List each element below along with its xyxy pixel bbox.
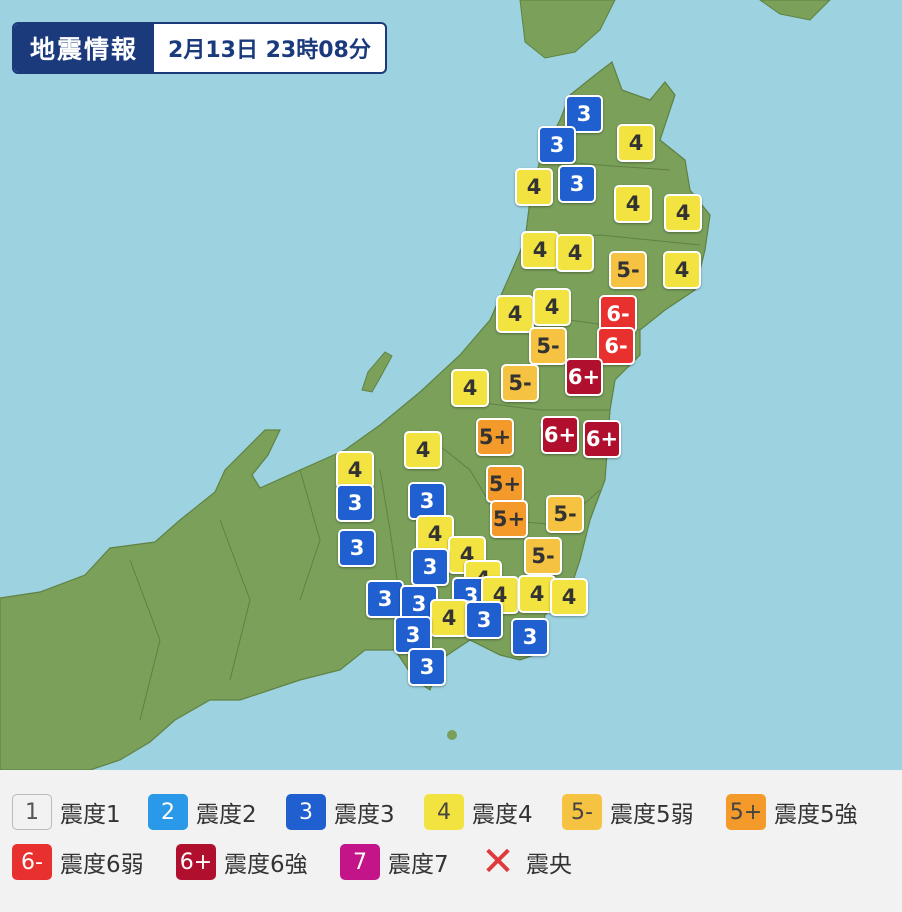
legend-item: 4 震度4 [424, 794, 533, 830]
intensity-marker[interactable]: 3 [558, 165, 596, 203]
hokkaido-east-land [759, 0, 831, 21]
intensity-marker[interactable]: 3 [538, 126, 576, 164]
intensity-1-swatch: 1 [12, 794, 52, 830]
intensity-marker[interactable]: 5- [546, 495, 584, 533]
border-line [299, 469, 321, 601]
legend-label: 震度6弱 [60, 852, 144, 878]
intensity-marker[interactable]: 4 [404, 431, 442, 469]
border-line [379, 469, 401, 601]
intensity-marker[interactable]: 4 [430, 599, 468, 637]
legend-item: 2 震度2 [148, 794, 257, 830]
intensity-4-swatch: 4 [424, 794, 464, 830]
legend-label: 震度6強 [224, 852, 308, 878]
intensity-marker[interactable]: 3 [336, 484, 374, 522]
intensity-5-upper-swatch: 5+ [726, 794, 766, 830]
intensity-marker[interactable]: 3 [408, 648, 446, 686]
legend-item: 5- 震度5弱 [562, 794, 694, 830]
izu-island [447, 730, 457, 740]
legend-label: 震度5弱 [610, 802, 694, 828]
intensity-map[interactable]: 地震情報 2月13日 23時08分 3 3 4 4 3 4 4 4 4 5- 4… [0, 0, 902, 770]
intensity-marker[interactable]: 4 [550, 578, 588, 616]
intensity-5-lower-swatch: 5- [562, 794, 602, 830]
legend-item: 6+ 震度6強 [176, 844, 308, 880]
border-line [129, 559, 161, 721]
intensity-marker[interactable]: 3 [338, 529, 376, 567]
intensity-marker[interactable]: 6+ [583, 420, 621, 458]
legend-label: 震度4 [472, 802, 533, 828]
intensity-6-upper-swatch: 6+ [176, 844, 216, 880]
intensity-2-swatch: 2 [148, 794, 188, 830]
epicenter-cross-icon: ✕ [481, 839, 515, 885]
intensity-marker[interactable]: 6+ [541, 416, 579, 454]
intensity-legend: 1 震度1 2 震度2 3 震度3 4 震度4 5- 震度5弱 5+ 震度5強 … [0, 770, 902, 912]
intensity-marker[interactable]: 3 [511, 618, 549, 656]
legend-item: 5+ 震度5強 [726, 794, 858, 830]
intensity-marker[interactable]: 4 [496, 295, 534, 333]
border-line [219, 519, 251, 681]
intensity-marker[interactable]: 3 [411, 548, 449, 586]
intensity-marker[interactable]: 4 [451, 369, 489, 407]
legend-item: 3 震度3 [286, 794, 395, 830]
intensity-marker[interactable]: 4 [664, 194, 702, 232]
legend-label: 震度7 [388, 852, 449, 878]
info-label: 地震情報 [14, 24, 155, 72]
legend-item: 6- 震度6弱 [12, 844, 144, 880]
intensity-marker[interactable]: 4 [416, 515, 454, 553]
info-header: 地震情報 2月13日 23時08分 [12, 22, 387, 74]
info-datetime: 2月13日 23時08分 [168, 38, 371, 63]
sado-island [361, 351, 393, 393]
legend-item: 7 震度7 [340, 844, 449, 880]
legend-label: 震度2 [196, 802, 257, 828]
intensity-marker[interactable]: 4 [518, 575, 556, 613]
intensity-marker[interactable]: 3 [366, 580, 404, 618]
intensity-marker[interactable]: 5+ [476, 418, 514, 456]
intensity-marker[interactable]: 4 [617, 124, 655, 162]
intensity-marker[interactable]: 4 [614, 185, 652, 223]
legend-label: 震央 [526, 852, 572, 878]
intensity-marker[interactable]: 5+ [486, 465, 524, 503]
intensity-marker[interactable]: 4 [556, 234, 594, 272]
intensity-marker[interactable]: 4 [336, 451, 374, 489]
intensity-6-lower-swatch: 6- [12, 844, 52, 880]
intensity-marker[interactable]: 5- [524, 537, 562, 575]
intensity-marker[interactable]: 5- [529, 327, 567, 365]
intensity-marker[interactable]: 4 [663, 251, 701, 289]
intensity-marker[interactable]: 3 [465, 601, 503, 639]
intensity-marker[interactable]: 4 [533, 288, 571, 326]
legend-label: 震度1 [60, 802, 121, 828]
intensity-7-swatch: 7 [340, 844, 380, 880]
intensity-marker[interactable]: 5- [609, 251, 647, 289]
honshu-land [0, 61, 711, 770]
intensity-marker[interactable]: 6+ [565, 358, 603, 396]
intensity-marker[interactable]: 5+ [490, 500, 528, 538]
intensity-marker[interactable]: 6- [599, 295, 637, 333]
legend-item: ✕ 震央 [478, 839, 572, 885]
intensity-3-swatch: 3 [286, 794, 326, 830]
intensity-marker[interactable]: 4 [521, 231, 559, 269]
hokkaido-land [519, 0, 616, 59]
legend-label: 震度5強 [774, 802, 858, 828]
intensity-marker[interactable]: 3 [394, 616, 432, 654]
intensity-marker[interactable]: 5- [501, 364, 539, 402]
intensity-marker[interactable]: 6- [597, 327, 635, 365]
intensity-marker[interactable]: 4 [515, 168, 553, 206]
legend-label: 震度3 [334, 802, 395, 828]
legend-item: 1 震度1 [12, 794, 121, 830]
